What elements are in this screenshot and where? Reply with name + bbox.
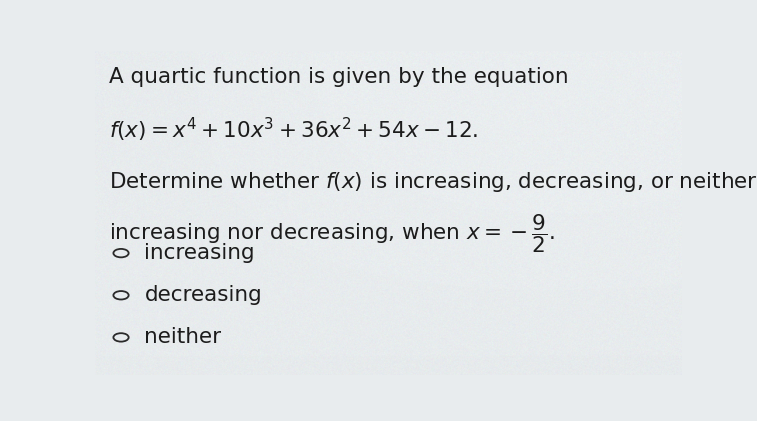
Text: $f(x) = x^4 + 10x^3 + 36x^2 + 54x - 12.$: $f(x) = x^4 + 10x^3 + 36x^2 + 54x - 12.$ [109,115,478,144]
Text: decreasing: decreasing [145,285,262,305]
Text: increasing nor decreasing, when $x = -\dfrac{9}{2}.$: increasing nor decreasing, when $x = -\d… [109,213,555,255]
Text: Determine whether $f(x)$ is increasing, decreasing, or neither: Determine whether $f(x)$ is increasing, … [109,171,757,195]
Text: increasing: increasing [145,243,255,263]
Text: neither: neither [145,328,222,347]
Text: A quartic function is given by the equation: A quartic function is given by the equat… [109,67,569,87]
